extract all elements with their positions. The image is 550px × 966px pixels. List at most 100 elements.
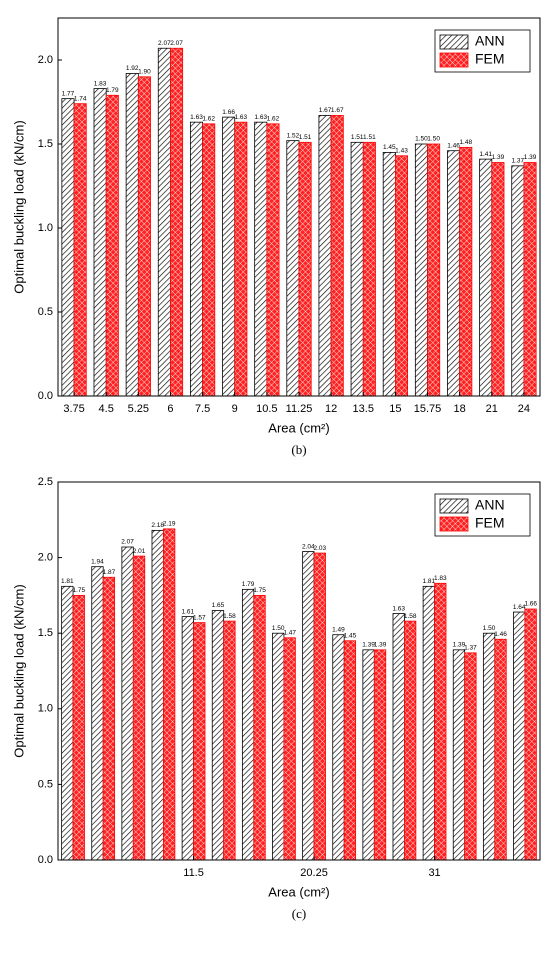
value-label: 1.63 — [190, 114, 203, 121]
bar — [479, 158, 493, 397]
caption: (b) — [291, 442, 306, 457]
x-tick-label: 9 — [232, 403, 238, 415]
legend-label: ANN — [475, 497, 505, 513]
bar — [266, 123, 280, 397]
value-label: 1.57 — [193, 614, 206, 621]
bar — [222, 116, 236, 397]
bar — [422, 585, 435, 861]
x-tick-label: 5.25 — [128, 403, 149, 415]
bar — [73, 103, 87, 397]
value-label: 1.67 — [319, 107, 332, 114]
legend-swatch — [439, 516, 469, 532]
x-tick-label: 13.5 — [353, 403, 374, 415]
value-label: 1.66 — [222, 109, 235, 116]
value-label: 1.79 — [106, 87, 119, 94]
value-label: 1.39 — [492, 154, 505, 161]
value-label: 2.07 — [158, 40, 171, 47]
x-tick-label: 20.25 — [300, 867, 328, 879]
value-label: 1.79 — [242, 581, 255, 588]
bar — [482, 632, 496, 861]
caption: (c) — [292, 906, 306, 921]
value-label: 1.67 — [331, 107, 344, 114]
y-tick-label: 0.5 — [38, 778, 53, 790]
value-label: 1.65 — [212, 602, 225, 609]
x-tick-label: 7.5 — [195, 403, 210, 415]
value-label: 2.04 — [302, 543, 315, 550]
value-label: 1.66 — [524, 601, 537, 608]
value-label: 1.51 — [299, 134, 312, 141]
value-label: 1.63 — [392, 605, 405, 612]
y-tick-label: 0.5 — [38, 306, 53, 318]
value-label: 1.39 — [453, 642, 466, 649]
bar — [157, 47, 171, 397]
x-axis-label: Area (cm²) — [268, 884, 329, 899]
y-tick-label: 0.0 — [38, 854, 53, 866]
value-label: 2.03 — [313, 545, 326, 552]
legend-label: ANN — [475, 33, 505, 49]
value-label: 1.50 — [483, 625, 496, 632]
value-label: 1.41 — [479, 151, 492, 158]
value-label: 1.46 — [447, 142, 460, 149]
bar — [394, 155, 409, 397]
value-label: 1.50 — [415, 136, 428, 143]
bar — [362, 649, 375, 861]
bar — [494, 638, 507, 861]
bar — [105, 94, 119, 397]
x-tick-label: 3.75 — [63, 403, 84, 415]
legend-swatch — [439, 498, 469, 514]
y-tick-label: 1.0 — [38, 222, 53, 234]
bar — [524, 608, 537, 861]
bar — [427, 143, 441, 397]
bar — [511, 165, 525, 397]
value-label: 1.51 — [351, 134, 364, 141]
y-axis-label: Optimal buckling load (kN/cm) — [11, 584, 26, 757]
bar — [447, 150, 461, 397]
value-label: 1.75 — [72, 587, 85, 594]
value-label: 1.81 — [423, 578, 436, 585]
plot-frame — [57, 17, 541, 397]
value-label: 1.37 — [464, 645, 477, 652]
bar — [61, 98, 75, 397]
x-tick-label: 11.25 — [286, 403, 313, 415]
legend-swatch — [439, 52, 469, 68]
bar — [286, 140, 300, 397]
value-label: 1.39 — [362, 642, 375, 649]
value-label: 1.50 — [427, 136, 440, 143]
bar — [91, 566, 104, 861]
bar — [330, 115, 344, 397]
bar — [254, 121, 268, 397]
value-label: 2.01 — [133, 548, 146, 555]
value-label: 1.62 — [267, 116, 280, 123]
bar — [181, 616, 194, 861]
value-label: 1.49 — [332, 626, 345, 633]
y-axis-label: Optimal buckling load (kN/cm) — [11, 120, 26, 293]
bar — [189, 121, 203, 397]
value-label: 1.64 — [513, 604, 526, 611]
bar — [125, 73, 139, 397]
bar — [253, 595, 266, 861]
value-label: 1.62 — [202, 116, 215, 123]
value-label: 1.74 — [74, 95, 87, 102]
x-tick-label: 11.5 — [183, 867, 204, 879]
value-label: 1.90 — [138, 69, 151, 76]
y-tick-label: 1.5 — [38, 138, 53, 150]
x-tick-label: 10.5 — [256, 403, 277, 415]
value-label: 1.58 — [223, 613, 236, 620]
bar — [137, 76, 151, 397]
value-label: 2.18 — [151, 522, 164, 529]
bar — [392, 613, 405, 861]
value-label: 1.39 — [524, 154, 537, 161]
bar — [93, 88, 107, 397]
bar — [459, 146, 473, 397]
bar — [272, 632, 285, 861]
bar — [102, 576, 116, 861]
value-label: 1.52 — [287, 132, 300, 139]
x-tick-label: 6 — [167, 403, 173, 415]
value-label: 1.39 — [374, 642, 387, 649]
value-label: 1.48 — [459, 139, 472, 146]
legend-label: FEM — [475, 515, 505, 531]
value-label: 1.50 — [272, 625, 285, 632]
bar — [350, 141, 364, 397]
